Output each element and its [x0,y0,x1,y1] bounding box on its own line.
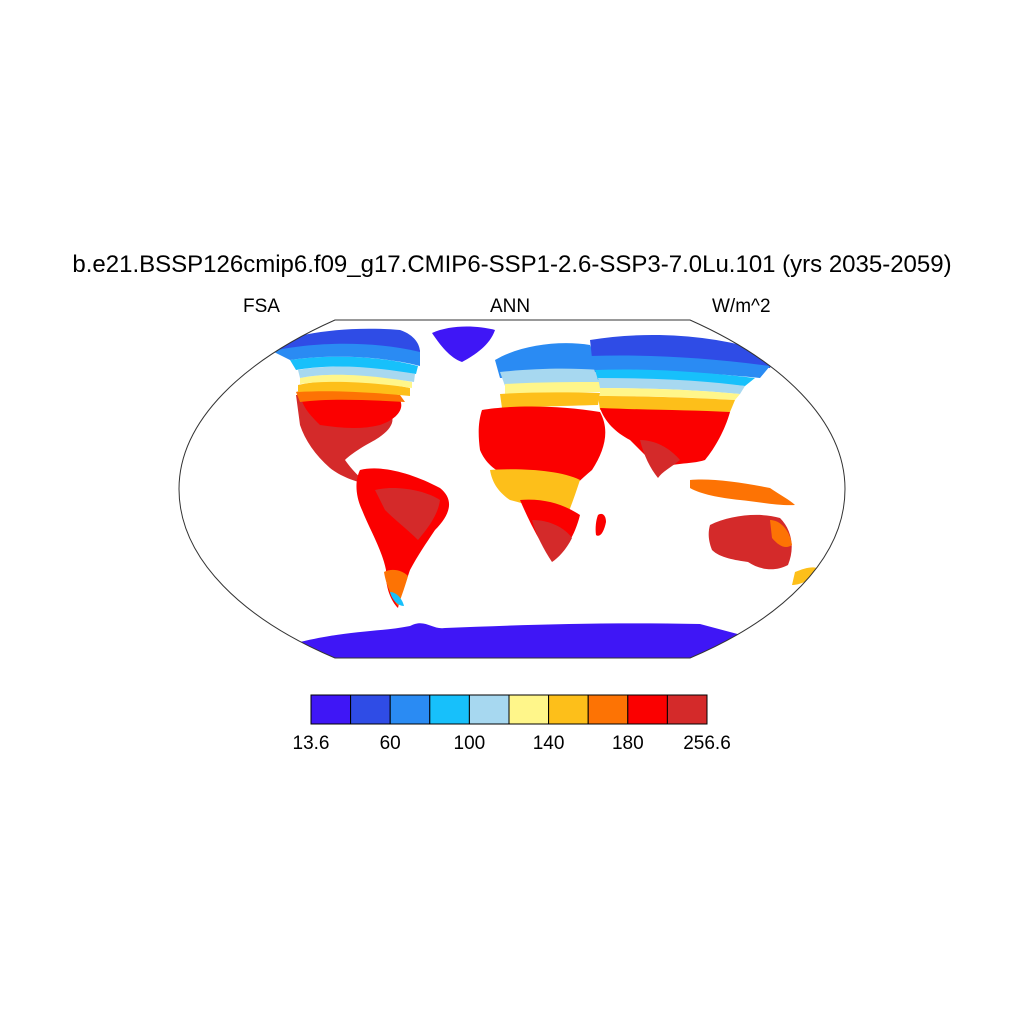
map-outline [178,319,846,659]
south-america-dark [375,488,440,540]
colorbar-tick-label: 140 [532,733,565,754]
asia-orange [598,396,735,412]
units-label: W/m^2 [712,296,771,317]
colorbar-tick-label: 100 [453,733,486,754]
colorbar-swatch [587,694,629,725]
north-america-blue [270,341,420,366]
north-america-pale [300,374,412,388]
asia-arctic [590,335,775,368]
north-america-arctic [262,328,420,352]
asia-blue [590,355,770,378]
indonesia [690,479,795,506]
colorbar-tick-label: 13.6 [292,733,330,754]
north-america-mid [296,388,405,402]
colorbar [310,694,708,725]
north-america-cyan [290,356,418,374]
north-america-lightblue [298,366,415,382]
asia-red [600,408,730,470]
africa-south-dark [532,520,572,562]
africa-north [478,406,606,500]
south-america-tip [390,592,404,606]
colorbar-swatch [508,694,550,725]
asia-lightblue [598,378,745,394]
greenland [432,326,495,362]
australia-orange [770,520,792,548]
colorbar-swatch [350,694,391,725]
south-america-orange [384,569,408,606]
colorbar-swatch [389,694,431,725]
asia-cyan [595,369,755,386]
asia-south [640,440,680,478]
europe-orange [500,392,600,408]
colorbar-tick-label: 256.6 [683,733,731,754]
colorbar-tick-label: 180 [611,733,644,754]
season-label: ANN [490,296,531,317]
colorbar-swatch [627,694,668,725]
asia-yellow [600,388,740,400]
variable-label: FSA [243,296,280,317]
plot-title: b.e21.BSSP126cmip6.f09_g17.CMIP6-SSP1-2.… [72,251,952,278]
colorbar-swatch [429,694,470,725]
colorbar-swatch [666,694,708,725]
new-zealand [792,567,820,585]
colorbar-swatch [468,694,510,725]
madagascar [595,513,606,536]
europe-lightblue [500,368,600,386]
colorbar-swatch [548,694,589,725]
north-america-yellow [298,380,410,396]
colorbar-tick-label: 60 [379,733,401,754]
antarctica [290,623,760,658]
colorbar-swatch [310,694,352,725]
